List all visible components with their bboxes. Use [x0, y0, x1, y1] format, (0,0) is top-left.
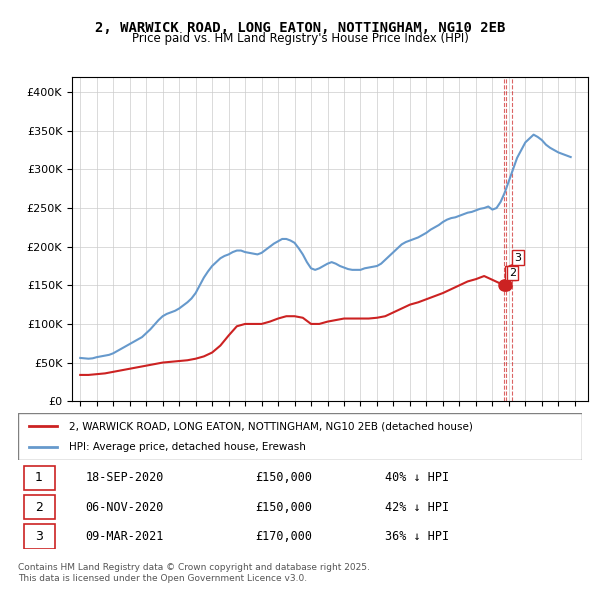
Text: 1: 1	[507, 268, 514, 278]
Text: 42% ↓ HPI: 42% ↓ HPI	[385, 500, 449, 514]
FancyBboxPatch shape	[23, 524, 55, 549]
Text: 18-SEP-2020: 18-SEP-2020	[86, 471, 164, 484]
Text: 09-MAR-2021: 09-MAR-2021	[86, 530, 164, 543]
Text: 1: 1	[35, 471, 43, 484]
FancyBboxPatch shape	[18, 413, 582, 460]
Text: 06-NOV-2020: 06-NOV-2020	[86, 500, 164, 514]
Text: £150,000: £150,000	[255, 500, 312, 514]
Text: 40% ↓ HPI: 40% ↓ HPI	[385, 471, 449, 484]
FancyBboxPatch shape	[23, 494, 55, 519]
Text: HPI: Average price, detached house, Erewash: HPI: Average price, detached house, Erew…	[69, 442, 305, 452]
Text: 2: 2	[35, 500, 43, 514]
Text: 2, WARWICK ROAD, LONG EATON, NOTTINGHAM, NG10 2EB: 2, WARWICK ROAD, LONG EATON, NOTTINGHAM,…	[95, 21, 505, 35]
Text: 36% ↓ HPI: 36% ↓ HPI	[385, 530, 449, 543]
Text: Price paid vs. HM Land Registry's House Price Index (HPI): Price paid vs. HM Land Registry's House …	[131, 32, 469, 45]
Text: 2: 2	[509, 268, 516, 278]
Text: £170,000: £170,000	[255, 530, 312, 543]
Text: 3: 3	[514, 253, 521, 263]
Text: 2, WARWICK ROAD, LONG EATON, NOTTINGHAM, NG10 2EB (detached house): 2, WARWICK ROAD, LONG EATON, NOTTINGHAM,…	[69, 421, 473, 431]
Text: 3: 3	[35, 530, 43, 543]
FancyBboxPatch shape	[23, 466, 55, 490]
Text: Contains HM Land Registry data © Crown copyright and database right 2025.
This d: Contains HM Land Registry data © Crown c…	[18, 563, 370, 583]
Text: £150,000: £150,000	[255, 471, 312, 484]
